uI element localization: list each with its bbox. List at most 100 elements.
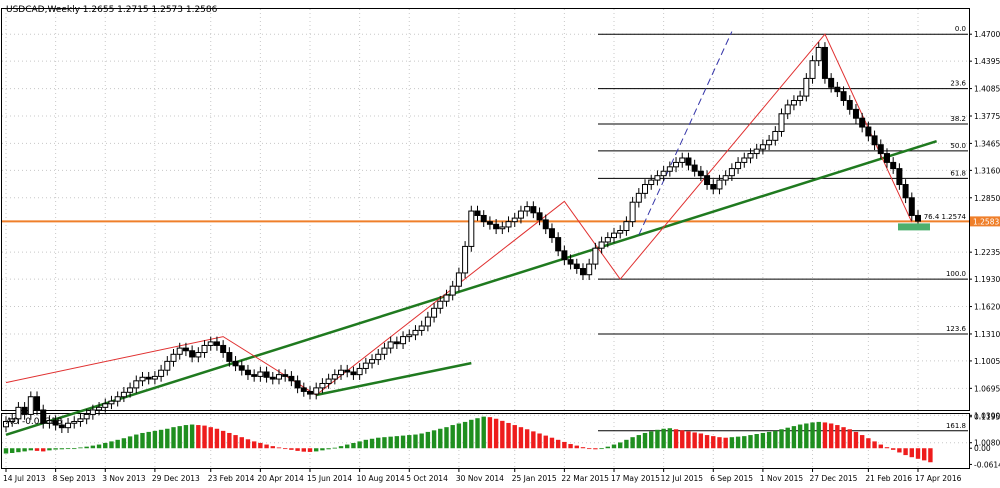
ao-bar	[692, 432, 697, 449]
candle-body	[189, 350, 196, 358]
y-tick-label: 1.3775	[974, 112, 1000, 121]
candle-body	[424, 316, 431, 327]
fib-level-label: 0.0	[955, 25, 966, 33]
candle-body	[294, 380, 301, 389]
ao-bar	[307, 448, 313, 452]
ao-bar	[456, 423, 462, 449]
ao-bar	[152, 430, 158, 449]
ao-bar	[59, 448, 65, 450]
candle-body	[499, 226, 506, 230]
ao-bar	[773, 430, 778, 449]
candle-body	[604, 237, 611, 243]
candle-body	[52, 420, 59, 426]
candle-body	[778, 113, 785, 132]
fib-level-label: 123.6	[946, 325, 967, 333]
ao-bar	[872, 441, 877, 449]
ao-bar	[717, 437, 722, 449]
candle-body	[127, 387, 134, 393]
candle-body	[673, 161, 680, 168]
candle-body	[400, 336, 407, 345]
candle-body	[915, 214, 921, 222]
candle-body	[530, 206, 537, 214]
candle-body	[474, 210, 481, 216]
candle-body	[821, 46, 828, 79]
ao-bar	[506, 422, 511, 449]
ao-bar	[580, 447, 586, 449]
ao-bar	[859, 435, 865, 449]
ao-bar	[779, 429, 784, 449]
y-tick-label: 1.0390	[974, 411, 1000, 420]
y-tick-label: 1.2850	[974, 194, 1000, 203]
candle-body	[269, 376, 276, 380]
candle-body	[846, 100, 853, 110]
ao-bar	[320, 448, 325, 451]
ao-bar	[543, 435, 548, 449]
candle-body	[629, 201, 636, 223]
candle-body	[288, 375, 295, 382]
ao-bar	[469, 419, 474, 449]
ao-bar	[847, 429, 852, 449]
candle-body	[356, 367, 363, 376]
x-tick-label: 29 Dec 2013	[152, 474, 200, 483]
candle-body	[654, 175, 661, 181]
ao-bar	[562, 441, 567, 449]
ao-bar	[301, 448, 306, 452]
ao-tick-label: 0.00	[974, 444, 991, 453]
ao-bar	[10, 448, 15, 453]
ao-bar	[754, 434, 759, 449]
candle-body	[691, 164, 698, 172]
candle-body	[635, 192, 642, 203]
ao-bar	[537, 433, 542, 449]
candle-body	[120, 391, 127, 398]
candle-body	[468, 210, 475, 247]
candle-body	[213, 341, 220, 346]
ao-bar	[65, 448, 71, 450]
ao-bar	[555, 439, 561, 449]
candle-body	[505, 221, 512, 228]
chart-title: USDCAD,Weekly 1.2655 1.2715 1.2573 1.258…	[6, 5, 218, 15]
candle-body	[40, 409, 47, 424]
candle-body	[642, 184, 649, 194]
candle-body	[834, 86, 841, 93]
x-tick-label: 27 Dec 2015	[810, 474, 858, 483]
main-panel	[1, 8, 970, 411]
candle-body	[313, 387, 320, 395]
ao-bar	[742, 436, 747, 449]
ao-bar	[233, 435, 238, 449]
ao-bar	[928, 448, 933, 463]
candle-body	[108, 400, 115, 405]
candle-body	[21, 406, 28, 415]
ao-bar	[897, 448, 902, 453]
ao-bar	[723, 437, 728, 449]
ao-bar	[500, 420, 505, 449]
candle-body	[9, 418, 16, 422]
ao-bar	[518, 427, 524, 449]
ao-bar	[890, 448, 896, 450]
y-tick-label: 1.4085	[974, 85, 1000, 94]
ao-bar	[866, 438, 871, 449]
ao-bar	[295, 448, 300, 451]
ao-bar	[407, 435, 412, 449]
ao-bar	[462, 421, 468, 449]
candle-body	[34, 396, 41, 411]
candle-body	[139, 376, 146, 382]
candle-body	[58, 424, 65, 429]
candle-body	[883, 153, 890, 163]
candle-body	[369, 359, 376, 364]
ao-panel	[1, 413, 970, 469]
ao-bar	[388, 436, 393, 449]
candle-body	[300, 387, 307, 392]
ao-bar	[791, 426, 797, 449]
zigzag-line	[5, 33, 913, 396]
candle-body	[598, 241, 605, 249]
ao-bar	[853, 431, 859, 449]
ao-bar	[34, 448, 40, 451]
candle-body	[238, 365, 245, 371]
ao-bar	[711, 436, 716, 449]
ao-bar	[47, 448, 52, 451]
candle-body	[704, 175, 711, 186]
y-tick-label: 1.1310	[974, 330, 1000, 339]
ao-bar	[53, 448, 58, 450]
candle-body	[567, 259, 574, 265]
candle-body	[896, 168, 903, 186]
